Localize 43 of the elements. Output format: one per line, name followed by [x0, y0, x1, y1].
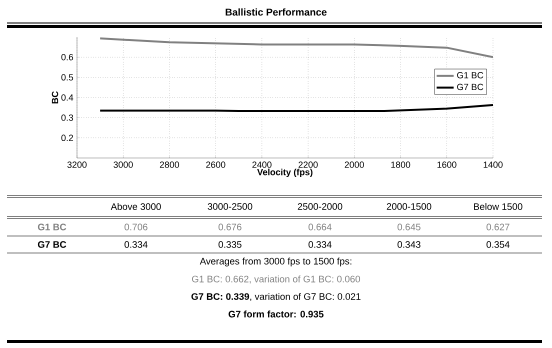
text: 0.343 — [398, 241, 420, 248]
x-tick-label: 3000 — [114, 162, 133, 168]
y-tick-label: 0.6 — [61, 54, 74, 60]
text: G7 BC: 0.339, variation of G7 BC: 0.021 — [191, 292, 360, 302]
chart-title: Ballistic Performance — [226, 8, 327, 16]
x-tick-label: 1600 — [437, 162, 456, 168]
y-tick-label: 0.5 — [61, 74, 74, 81]
text: 0.354 — [486, 241, 510, 248]
x-tick-label: 1800 — [391, 162, 410, 168]
y-tick-label: 0.3 — [61, 114, 74, 121]
x-axis-title: Velocity (fps) — [257, 168, 312, 178]
text: G1 BC: 0.662, variation of G1 BC: 0.060 — [192, 275, 360, 284]
legend-label: G7 BC — [457, 84, 484, 90]
line-series — [99, 104, 493, 112]
text: 0.627 — [486, 224, 510, 230]
text: 2500-2000 — [298, 203, 342, 210]
y-tick-label: 0.2 — [61, 134, 74, 142]
text: 0.645 — [398, 224, 420, 230]
line-series — [99, 37, 493, 58]
text: 0.706 — [124, 224, 148, 230]
x-tick-label: 2800 — [160, 162, 180, 168]
x-tick-label: 2000 — [344, 162, 364, 168]
text: 0.676 — [218, 224, 242, 230]
text: G1 BC — [38, 224, 66, 230]
text: Averages from 3000 fps to 1500 fps: — [200, 258, 352, 266]
text: G7 BC — [38, 241, 66, 248]
x-tick-label: 3200 — [67, 162, 87, 168]
text: 3000-2500 — [208, 203, 252, 210]
x-tick-label: 2200 — [298, 162, 318, 168]
text: 0.335 — [218, 241, 242, 248]
x-tick-label: 2600 — [206, 162, 226, 168]
y-axis-title: BC — [52, 91, 58, 104]
text: 2000-1500 — [386, 203, 432, 210]
x-tick-label: 2400 — [252, 162, 272, 168]
text: Above 3000 — [110, 203, 161, 210]
text: 0.664 — [308, 224, 332, 230]
x-tick-label: 1400 — [484, 162, 503, 168]
text: 0.334 — [308, 241, 332, 248]
legend-label: G1 BC — [457, 72, 484, 78]
y-tick-label: 0.4 — [61, 94, 74, 101]
text: 0.334 — [124, 241, 148, 248]
text: Below 1500 — [474, 203, 522, 210]
text: G7 form factor: 0.935 — [228, 310, 324, 318]
